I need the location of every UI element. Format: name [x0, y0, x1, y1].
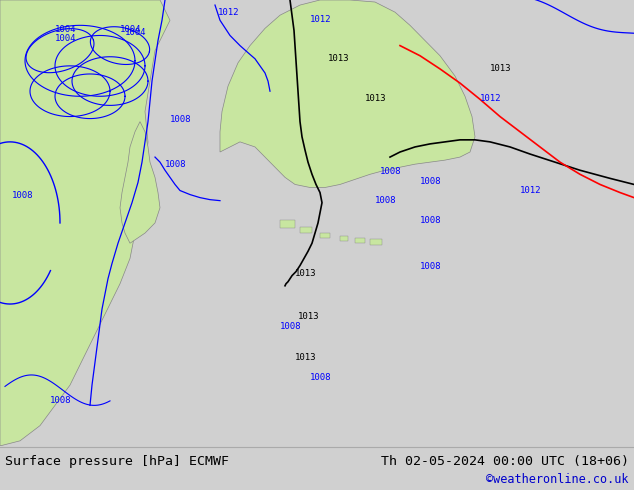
Text: 1004: 1004	[55, 25, 77, 34]
Text: 1008: 1008	[420, 262, 441, 270]
Text: 1008: 1008	[310, 373, 332, 382]
Text: 1008: 1008	[420, 177, 441, 186]
Text: 1008: 1008	[50, 396, 72, 405]
Text: Th 02-05-2024 00:00 UTC (18+06): Th 02-05-2024 00:00 UTC (18+06)	[381, 455, 629, 468]
Text: 1008: 1008	[170, 115, 191, 123]
Text: 1004: 1004	[125, 28, 146, 37]
Polygon shape	[370, 239, 382, 245]
Text: 1008: 1008	[375, 196, 396, 205]
Text: 1013: 1013	[328, 54, 349, 63]
Text: 1008: 1008	[12, 191, 34, 199]
Text: 1012: 1012	[310, 15, 332, 24]
Polygon shape	[0, 0, 170, 446]
Text: 1008: 1008	[280, 322, 302, 331]
Polygon shape	[300, 227, 312, 233]
Polygon shape	[220, 0, 475, 188]
Text: 1012: 1012	[520, 186, 541, 195]
Text: 1008: 1008	[420, 216, 441, 225]
Text: 1013: 1013	[298, 312, 320, 321]
Text: ©weatheronline.co.uk: ©weatheronline.co.uk	[486, 473, 629, 487]
Polygon shape	[355, 238, 365, 243]
Polygon shape	[120, 122, 160, 243]
Text: 1008: 1008	[380, 167, 401, 176]
Text: 1013: 1013	[365, 95, 387, 103]
Polygon shape	[340, 236, 348, 241]
Text: 1004: 1004	[55, 33, 77, 43]
Polygon shape	[280, 220, 295, 228]
Text: 1008: 1008	[165, 160, 186, 169]
Text: 1013: 1013	[295, 269, 316, 278]
Text: 1004: 1004	[120, 25, 141, 34]
Text: Surface pressure [hPa] ECMWF: Surface pressure [hPa] ECMWF	[5, 455, 229, 468]
Text: 1013: 1013	[295, 353, 316, 362]
Text: 1013: 1013	[490, 64, 512, 73]
Text: 1012: 1012	[480, 95, 501, 103]
Text: 1012: 1012	[218, 8, 240, 17]
Polygon shape	[320, 233, 330, 238]
